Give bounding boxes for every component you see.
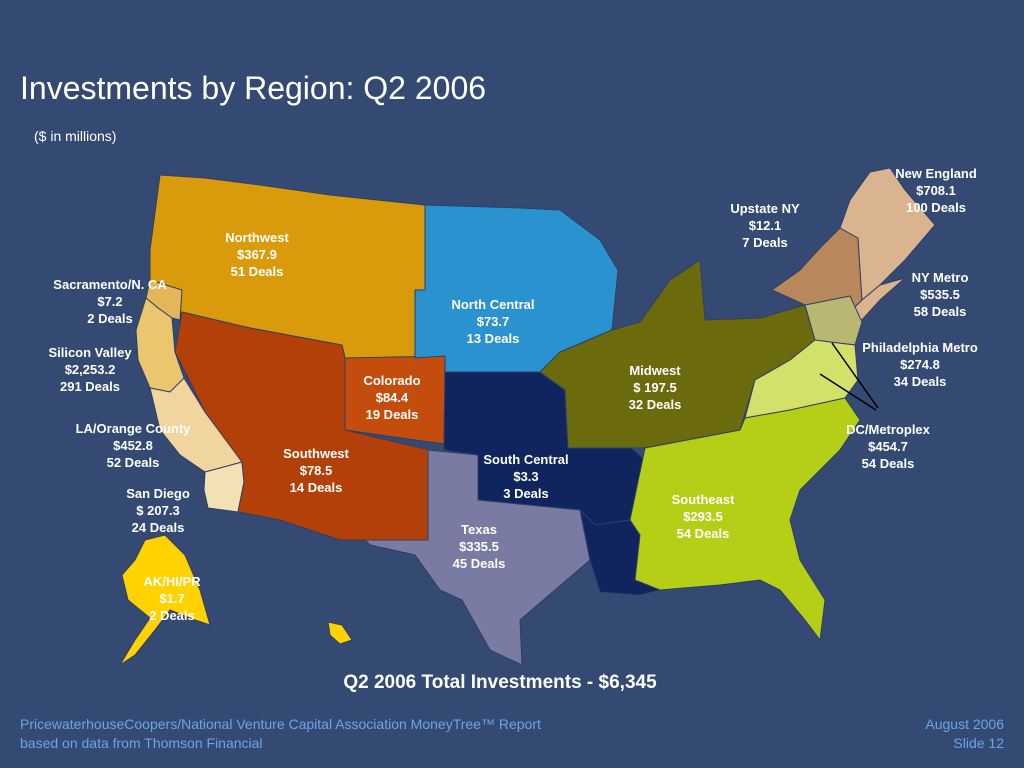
region-deals: 2 Deals bbox=[87, 311, 133, 326]
region-name: New England bbox=[895, 166, 977, 181]
region-deals: 291 Deals bbox=[59, 379, 120, 394]
region-deals: 100 Deals bbox=[906, 200, 966, 215]
region-deals: 7 Deals bbox=[742, 235, 788, 250]
region-label-midwest: Midwest $ 197.5 32 Deals bbox=[629, 362, 682, 413]
region-label-south-central: South Central $3.3 3 Deals bbox=[483, 451, 568, 502]
region-deals: 34 Deals bbox=[893, 374, 947, 389]
region-name: Southeast bbox=[671, 492, 735, 507]
region-amount: $12.1 bbox=[748, 218, 782, 233]
region-amount: $1.7 bbox=[159, 591, 185, 606]
region-deals: 45 Deals bbox=[452, 556, 506, 571]
region-label-colorado: Colorado $84.4 19 Deals bbox=[363, 372, 420, 423]
region-amount: $454.7 bbox=[868, 439, 908, 454]
region-shape-texas bbox=[363, 449, 591, 666]
region-name: San Diego bbox=[126, 486, 190, 501]
region-deals: 51 Deals bbox=[230, 264, 284, 279]
source-citation: PricewaterhouseCoopers/National Venture … bbox=[20, 715, 541, 753]
region-name: DC/Metroplex bbox=[846, 422, 930, 437]
region-label-new-england: New England $708.1 100 Deals bbox=[895, 165, 977, 216]
region-name: South Central bbox=[483, 452, 569, 467]
region-amount: $335.5 bbox=[459, 539, 499, 554]
philadelphia-arrow bbox=[831, 342, 879, 409]
page-title: Investments by Region: Q2 2006 bbox=[20, 70, 487, 106]
source-line-2: based on data from Thomson Financial bbox=[20, 735, 263, 751]
region-amount: $452.8 bbox=[113, 438, 153, 453]
region-amount: $7.2 bbox=[97, 294, 123, 309]
region-name: Philadelphia Metro bbox=[862, 340, 978, 355]
slide-info: August 2006 Slide 12 bbox=[925, 715, 1004, 753]
region-name: Southwest bbox=[283, 446, 349, 461]
region-deals: 13 Deals bbox=[466, 331, 520, 346]
region-deals: 19 Deals bbox=[365, 407, 419, 422]
region-label-dc-metroplex: DC/Metroplex $454.7 54 Deals bbox=[846, 421, 930, 472]
region-deals: 24 Deals bbox=[131, 520, 185, 535]
region-shape-alaska bbox=[119, 534, 211, 666]
region-amount: $367.9 bbox=[237, 247, 277, 262]
region-amount: $3.3 bbox=[513, 469, 539, 484]
region-label-sacramento: Sacramento/N. CA $7.2 2 Deals bbox=[53, 276, 166, 327]
region-name: Colorado bbox=[363, 373, 421, 388]
region-name: LA/Orange County bbox=[75, 421, 191, 436]
total-investments: Q2 2006 Total Investments - $6,345 bbox=[343, 672, 657, 693]
region-name: Northwest bbox=[225, 230, 289, 245]
source-line-1: PricewaterhouseCoopers/National Venture … bbox=[20, 716, 541, 732]
region-amount: $535.5 bbox=[920, 287, 960, 302]
region-shape-southeast bbox=[629, 397, 861, 642]
region-deals: 54 Deals bbox=[861, 456, 915, 471]
region-label-ny-metro: NY Metro $535.5 58 Deals bbox=[912, 269, 969, 320]
region-amount: $84.4 bbox=[375, 390, 409, 405]
region-shape-new-england bbox=[839, 167, 936, 302]
region-shape-southwest bbox=[174, 311, 431, 541]
region-label-southeast: Southeast $293.5 54 Deals bbox=[672, 491, 735, 542]
region-label-upstate-ny: Upstate NY $12.1 7 Deals bbox=[730, 200, 799, 251]
region-deals: 3 Deals bbox=[503, 486, 549, 501]
region-name: NY Metro bbox=[911, 270, 969, 285]
region-amount: $274.8 bbox=[900, 357, 940, 372]
region-deals: 58 Deals bbox=[913, 304, 967, 319]
units-subtitle: ($ in millions) bbox=[34, 128, 117, 144]
region-amount: $ 207.3 bbox=[136, 503, 180, 518]
region-label-philadelphia-metro: Philadelphia Metro $274.8 34 Deals bbox=[862, 339, 978, 390]
region-name: Sacramento/N. CA bbox=[53, 277, 167, 292]
region-amount: $293.5 bbox=[683, 509, 723, 524]
region-label-texas: Texas $335.5 45 Deals bbox=[453, 521, 506, 572]
region-amount: $78.5 bbox=[299, 463, 333, 478]
region-name: Texas bbox=[461, 522, 497, 537]
region-name: Upstate NY bbox=[730, 201, 800, 216]
slide-date: August 2006 bbox=[925, 716, 1004, 732]
region-label-la-orange: LA/Orange County $452.8 52 Deals bbox=[76, 420, 191, 471]
region-name: North Central bbox=[451, 297, 535, 312]
region-deals: 52 Deals bbox=[106, 455, 160, 470]
region-name: AK/HI/PR bbox=[143, 574, 201, 589]
region-amount: $73.7 bbox=[476, 314, 510, 329]
region-label-southwest: Southwest $78.5 14 Deals bbox=[283, 445, 349, 496]
region-amount: $2,253.2 bbox=[64, 362, 116, 377]
region-label-ak-hi-pr: AK/HI/PR $1.7 2 Deals bbox=[143, 573, 200, 624]
region-amount: $708.1 bbox=[916, 183, 956, 198]
region-shape-dc-metroplex bbox=[744, 339, 859, 419]
region-label-north-central: North Central $73.7 13 Deals bbox=[451, 296, 534, 347]
region-deals: 54 Deals bbox=[676, 526, 730, 541]
slide-number: Slide 12 bbox=[953, 735, 1004, 751]
region-label-northwest: Northwest $367.9 51 Deals bbox=[225, 229, 289, 280]
region-amount: $ 197.5 bbox=[633, 380, 677, 395]
region-name: Midwest bbox=[629, 363, 681, 378]
region-shape-hawaii bbox=[327, 621, 353, 645]
region-deals: 2 Deals bbox=[149, 608, 195, 623]
region-deals: 32 Deals bbox=[628, 397, 682, 412]
region-label-san-diego: San Diego $ 207.3 24 Deals bbox=[126, 485, 190, 536]
region-name: Silicon Valley bbox=[48, 345, 132, 360]
dc-arrow bbox=[819, 373, 877, 411]
region-deals: 14 Deals bbox=[289, 480, 343, 495]
region-label-silicon-valley: Silicon Valley $2,253.2 291 Deals bbox=[48, 344, 131, 395]
